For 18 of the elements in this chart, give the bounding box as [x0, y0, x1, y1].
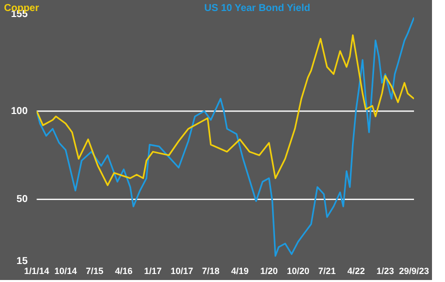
x-tick-label: 1/23 — [376, 266, 394, 276]
x-tick-label: 10/14 — [54, 266, 77, 276]
x-tick-label: 29/9/23 — [398, 266, 430, 276]
text: US 10 Year Bond Yield — [204, 2, 310, 14]
x-tick-label: 4/22 — [347, 266, 365, 276]
x-tick-label: 1/20 — [260, 266, 278, 276]
x-tick-label: 10/17 — [170, 266, 194, 276]
y-tick-label: 50 — [16, 194, 28, 206]
y-tick-label: 100 — [10, 106, 28, 117]
x-tick-label: 7/15 — [86, 266, 104, 276]
x-tick-label: 4/16 — [114, 266, 133, 276]
x-tick-label: 7/18 — [202, 266, 220, 276]
y-tick-label: 15 — [16, 256, 28, 267]
x-tick-label: 1/17 — [144, 266, 162, 276]
x-tick-label: 1/1/14 — [24, 266, 50, 276]
x-tick-label: 10/20 — [286, 266, 310, 276]
x-tick-label: 4/19 — [231, 266, 249, 276]
x-tick-label: 7/21 — [318, 266, 336, 276]
